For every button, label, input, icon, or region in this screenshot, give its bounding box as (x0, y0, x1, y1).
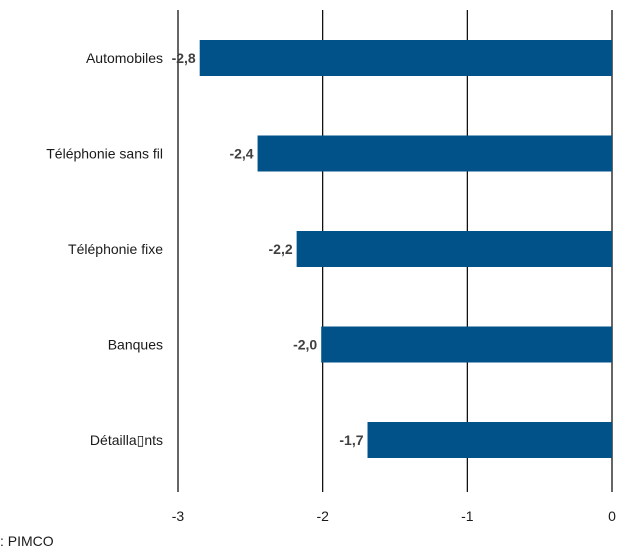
source-note: : PIMCO (0, 533, 54, 549)
bar (257, 135, 612, 172)
value-label: -1,7 (339, 432, 363, 448)
value-label: -2,0 (293, 337, 317, 353)
x-tick-label: -2 (316, 508, 329, 524)
value-label: -2,4 (229, 146, 253, 162)
category-label: Téléphonie sans fil (46, 146, 163, 162)
x-tick-label: -3 (172, 508, 185, 524)
bar (296, 231, 612, 267)
category-label: Automobiles (86, 50, 163, 66)
bar (367, 422, 612, 458)
bar-chart: Automobiles Téléphonie sans fil Téléphonie… (46, 10, 616, 524)
x-tick-labels: -3 -2 -1 0 (172, 508, 616, 524)
x-tick-label: 0 (608, 508, 616, 524)
category-label: Détailla▯nts (90, 432, 163, 448)
category-label: Banques (108, 337, 163, 353)
bar (199, 40, 612, 76)
category-label: Téléphonie fixe (68, 241, 163, 257)
x-tick-label: -1 (461, 508, 474, 524)
bar (321, 326, 612, 363)
value-label: -2,8 (172, 50, 196, 66)
category-labels: Automobiles Téléphonie sans fil Téléphonie… (46, 50, 163, 448)
bars (199, 40, 612, 458)
value-label: -2,2 (269, 241, 293, 257)
value-labels: -2,8 -2,4 -2,2 -2,0 -1,7 (172, 50, 364, 448)
